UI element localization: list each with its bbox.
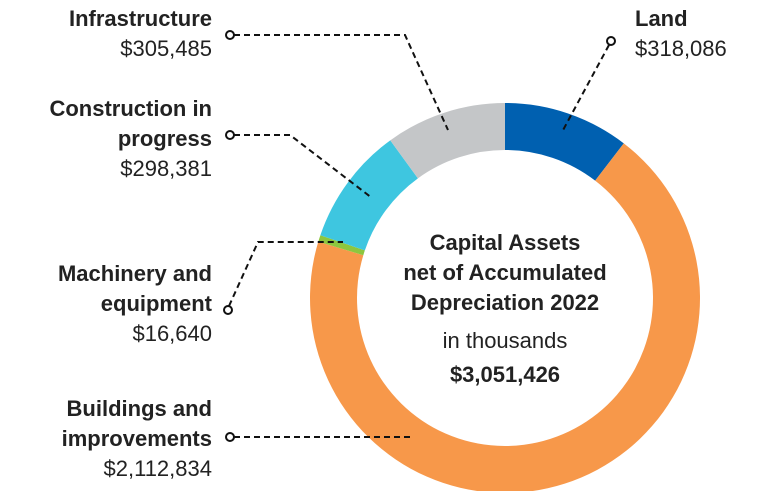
- leader-line: [561, 44, 610, 133]
- donut-segment: [390, 102, 505, 179]
- value-label: $318,086: [635, 36, 727, 61]
- value-label: $298,381: [120, 156, 212, 181]
- category-label: equipment: [101, 291, 213, 316]
- center-title: Capital Assets: [430, 230, 581, 255]
- category-label: progress: [118, 126, 212, 151]
- value-label: $2,112,834: [104, 456, 212, 481]
- category-label: Buildings and: [67, 396, 212, 421]
- value-label: $16,640: [132, 321, 212, 346]
- donut-segment: [318, 235, 365, 256]
- center-title: Depreciation 2022: [411, 290, 599, 315]
- leader-line: [228, 241, 343, 307]
- category-label: improvements: [62, 426, 212, 451]
- donut-segment: [505, 103, 624, 181]
- category-label: Land: [635, 6, 688, 31]
- leaders: [223, 30, 616, 442]
- leader-line: [234, 134, 373, 199]
- leader-dot: [225, 30, 235, 40]
- leader-dot: [606, 36, 616, 46]
- leader-dot: [225, 432, 235, 442]
- center-subtitle: in thousands: [443, 328, 568, 353]
- value-label: $305,485: [120, 36, 212, 61]
- category-label: Construction in: [49, 96, 212, 121]
- category-label: Machinery and: [58, 261, 212, 286]
- center-title: net of Accumulated: [403, 260, 606, 285]
- category-label: Infrastructure: [69, 6, 212, 31]
- leader-dot: [225, 130, 235, 140]
- center-total: $3,051,426: [450, 362, 560, 387]
- leader-line: [234, 34, 449, 131]
- leader-dot: [223, 305, 233, 315]
